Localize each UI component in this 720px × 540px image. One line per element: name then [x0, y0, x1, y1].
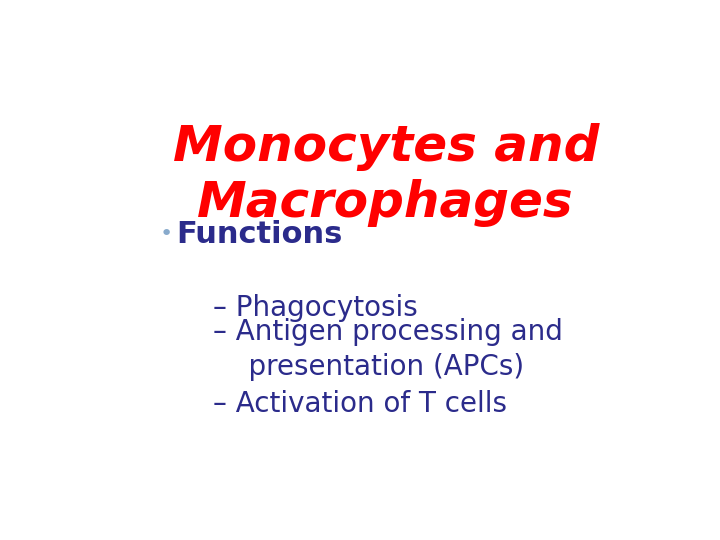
Text: – Antigen processing and
    presentation (APCs): – Antigen processing and presentation (A…: [213, 318, 562, 381]
Text: – Phagocytosis: – Phagocytosis: [213, 294, 418, 322]
Text: Monocytes and
Macrophages: Monocytes and Macrophages: [173, 123, 599, 227]
Text: •: •: [160, 225, 173, 245]
Text: Functions: Functions: [176, 220, 343, 249]
Text: – Activation of T cells: – Activation of T cells: [213, 390, 507, 417]
